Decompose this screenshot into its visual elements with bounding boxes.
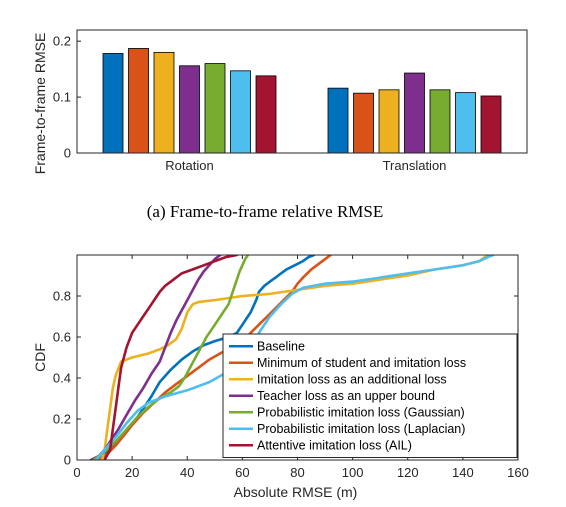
cdf-x-tick-label: 20 [125, 465, 139, 480]
cdf-chart: 0 0.2 0.4 0.6 0.8 0 20 40 60 80 100 120 140 160 Abso… [32, 254, 529, 500]
bar-x-tick-label: Rotation [165, 158, 213, 173]
cdf-x-tick-label: 120 [397, 465, 419, 480]
legend-entry-4: Probabilistic imitation loss (Gaussian) [257, 406, 465, 420]
cdf-x-tick-label: 100 [342, 465, 364, 480]
cdf-y-tick-label: 0 [64, 453, 71, 468]
cdf-x-ticks: 0 20 40 60 80 100 120 140 160 [73, 255, 529, 480]
bar-y-ticks: 0 0.1 0.2 [53, 34, 81, 161]
cdf-y-axis-label: CDF [32, 343, 48, 372]
legend-box [222, 333, 518, 458]
cdf-y-tick-label: 0.4 [53, 371, 71, 386]
cdf-x-tick-label: 40 [180, 465, 194, 480]
cdf-y-tick-label: 0.6 [53, 330, 71, 345]
bar-x-ticks: Rotation Translation [165, 158, 446, 173]
bar-translation-4 [429, 89, 451, 154]
bar-rotation-3 [179, 65, 200, 154]
cdf-y-tick-label: 0.2 [53, 412, 71, 427]
cdf-x-axis-label: Absolute RMSE (m) [234, 484, 358, 500]
bar-y-tick-label: 0.2 [53, 34, 71, 49]
cdf-x-tick-label: 0 [73, 465, 80, 480]
cdf-series-line-6 [103, 255, 239, 460]
cdf-series-line-5 [95, 255, 495, 460]
cdf-x-tick-label: 80 [290, 465, 304, 480]
bar-axes-box [76, 29, 528, 154]
bar-y-tick-label: 0 [64, 146, 71, 161]
cdf-series-line-4 [92, 255, 250, 460]
bar-x-tick-label: Translation [383, 158, 447, 173]
bar-translation-0 [327, 87, 349, 154]
bar-rotation-0 [102, 53, 124, 154]
bar-translation-5 [455, 92, 476, 154]
bar-y-tick-label: 0.1 [53, 90, 71, 105]
bar-chart: 0 0.1 0.2 Rotation Translation Frame-to-fra… [32, 29, 528, 175]
legend-entry-0: Baseline [257, 340, 305, 354]
cdf-y-ticks: 0 0.2 0.4 0.6 0.8 [53, 289, 518, 468]
bar-y-axis-label: Frame-to-frame RMSE [32, 33, 48, 175]
bar-rotation-2 [153, 51, 175, 154]
legend-entry-1: Minimum of student and imitation loss [257, 356, 466, 370]
caption-a: (a) Frame-to-frame relative RMSE [147, 202, 384, 221]
legend-entry-3: Teacher loss as an upper bound [257, 389, 435, 403]
bar-marks [102, 48, 502, 154]
bar-translation-1 [353, 92, 374, 154]
cdf-legend: Baseline Minimum of student and imitation… [222, 333, 518, 458]
bar-translation-2 [378, 89, 400, 154]
cdf-x-tick-label: 60 [235, 465, 249, 480]
cdf-x-tick-label: 140 [452, 465, 474, 480]
bar-rotation-1 [128, 48, 149, 154]
bar-rotation-4 [204, 63, 226, 154]
legend-entry-5: Probabilistic imitation loss (Laplacian) [257, 422, 465, 436]
cdf-y-tick-label: 0.8 [53, 289, 71, 304]
legend-entry-2: Imitation loss as an additional loss [257, 373, 447, 387]
cdf-x-tick-label: 160 [507, 465, 529, 480]
bar-rotation-5 [230, 70, 251, 154]
bar-translation-6 [480, 95, 502, 154]
bar-rotation-6 [255, 75, 277, 154]
bar-translation-3 [404, 72, 425, 154]
cdf-series-line-2 [100, 255, 492, 460]
cdf-series-line-3 [89, 255, 222, 460]
legend-entry-6: Attentive imitation loss (AIL) [257, 439, 412, 453]
